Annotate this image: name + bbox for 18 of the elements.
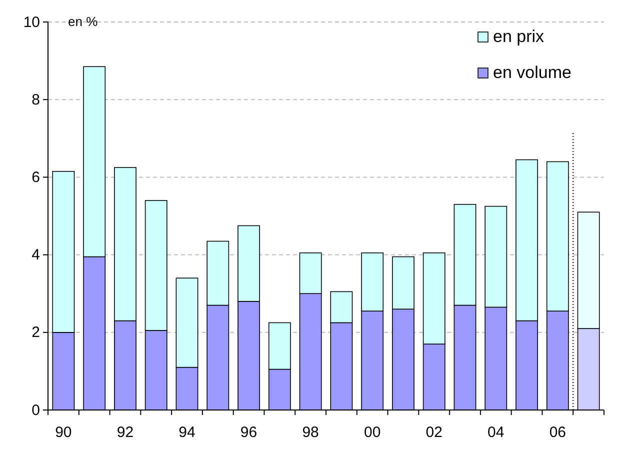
y-tick-label: 0	[32, 402, 40, 419]
y-axis-title: en %	[68, 14, 98, 29]
legend-label: en prix	[493, 27, 545, 46]
y-tick-label: 10	[23, 14, 40, 31]
x-tick-label: 00	[364, 424, 381, 441]
y-tick-label: 2	[32, 324, 40, 342]
legend-label: en volume	[493, 63, 572, 82]
x-tick-label: 92	[116, 424, 134, 441]
y-tick-label: 6	[32, 169, 40, 186]
x-tick-label: 94	[178, 424, 196, 441]
y-tick-label: 4	[32, 246, 40, 264]
x-tick-label: 02	[426, 424, 442, 441]
x-tick-label: 90	[55, 424, 72, 441]
x-tick-label: 06	[549, 424, 566, 441]
x-tick-label: 04	[488, 424, 504, 441]
x-tick-label: 96	[240, 424, 258, 441]
y-tick-label: 8	[32, 91, 40, 108]
x-tick-label: 98	[302, 424, 319, 441]
